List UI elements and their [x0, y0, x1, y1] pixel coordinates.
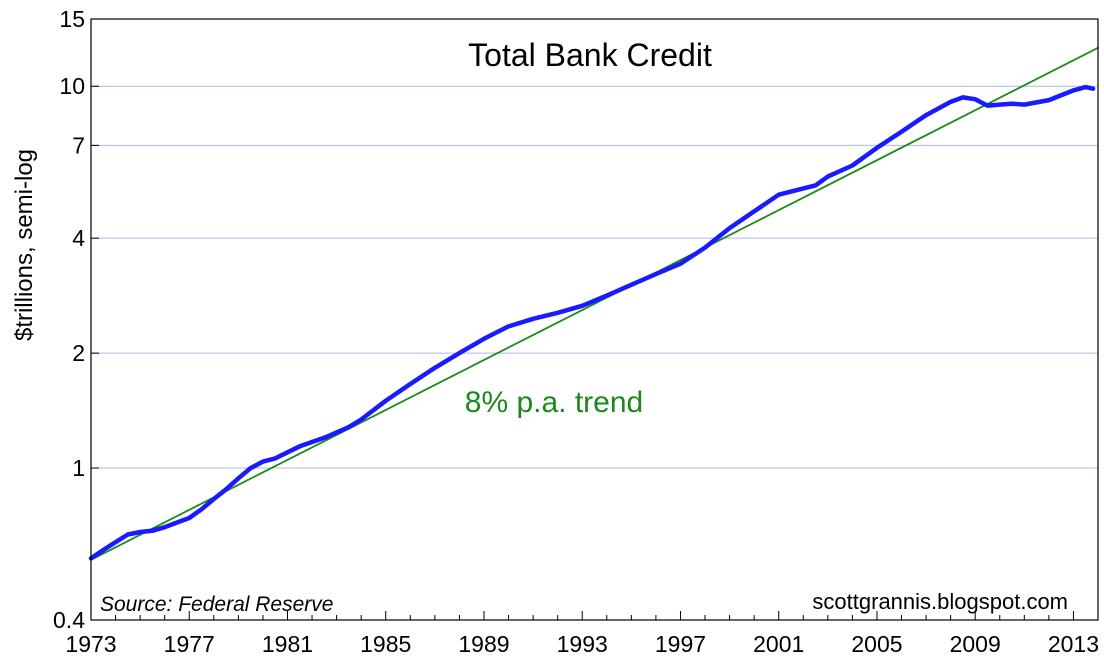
tick-layer: 0.4 1 2 4 7 10 15 1973 1977 1981 1985 1989 1993 1997 2… [53, 6, 1099, 657]
trend-annotation: 8% p.a. trend [465, 386, 643, 419]
y-tick-label: 1 [72, 455, 85, 481]
x-tick-label: 2005 [851, 631, 902, 657]
x-tick-label: 2001 [753, 631, 804, 657]
y-tick-label: 4 [72, 225, 85, 251]
x-tick-label: 1981 [262, 631, 313, 657]
x-tick-label: 1977 [164, 631, 215, 657]
x-tick-label: 1993 [557, 631, 608, 657]
y-tick-label: 7 [72, 132, 85, 158]
y-tick-label: 2 [72, 340, 85, 366]
x-tick-label: 1973 [65, 631, 116, 657]
x-tick-label: 2009 [950, 631, 1001, 657]
x-tick-label: 1989 [458, 631, 509, 657]
trend-line [90, 46, 1099, 561]
plot-frame [90, 18, 1099, 621]
bank-credit-line [88, 84, 1096, 561]
x-tick-label: 1985 [360, 631, 411, 657]
label-layer: Total Bank Credit $trillions, semi-log 8… [11, 37, 1068, 616]
chart-title: Total Bank Credit [468, 37, 712, 73]
y-axis-label: $trillions, semi-log [11, 149, 38, 341]
credit-note: scottgrannis.blogspot.com [812, 589, 1068, 614]
x-tick-label: 2013 [1048, 631, 1099, 657]
x-tick-label: 1997 [655, 631, 706, 657]
y-tick-label: 15 [59, 6, 85, 32]
y-tick-label: 10 [59, 73, 85, 99]
y-tick-label: 0.4 [53, 607, 85, 633]
source-note: Source: Federal Reserve [100, 593, 333, 616]
series-layer [88, 46, 1099, 561]
grid-layer [91, 85, 1098, 469]
